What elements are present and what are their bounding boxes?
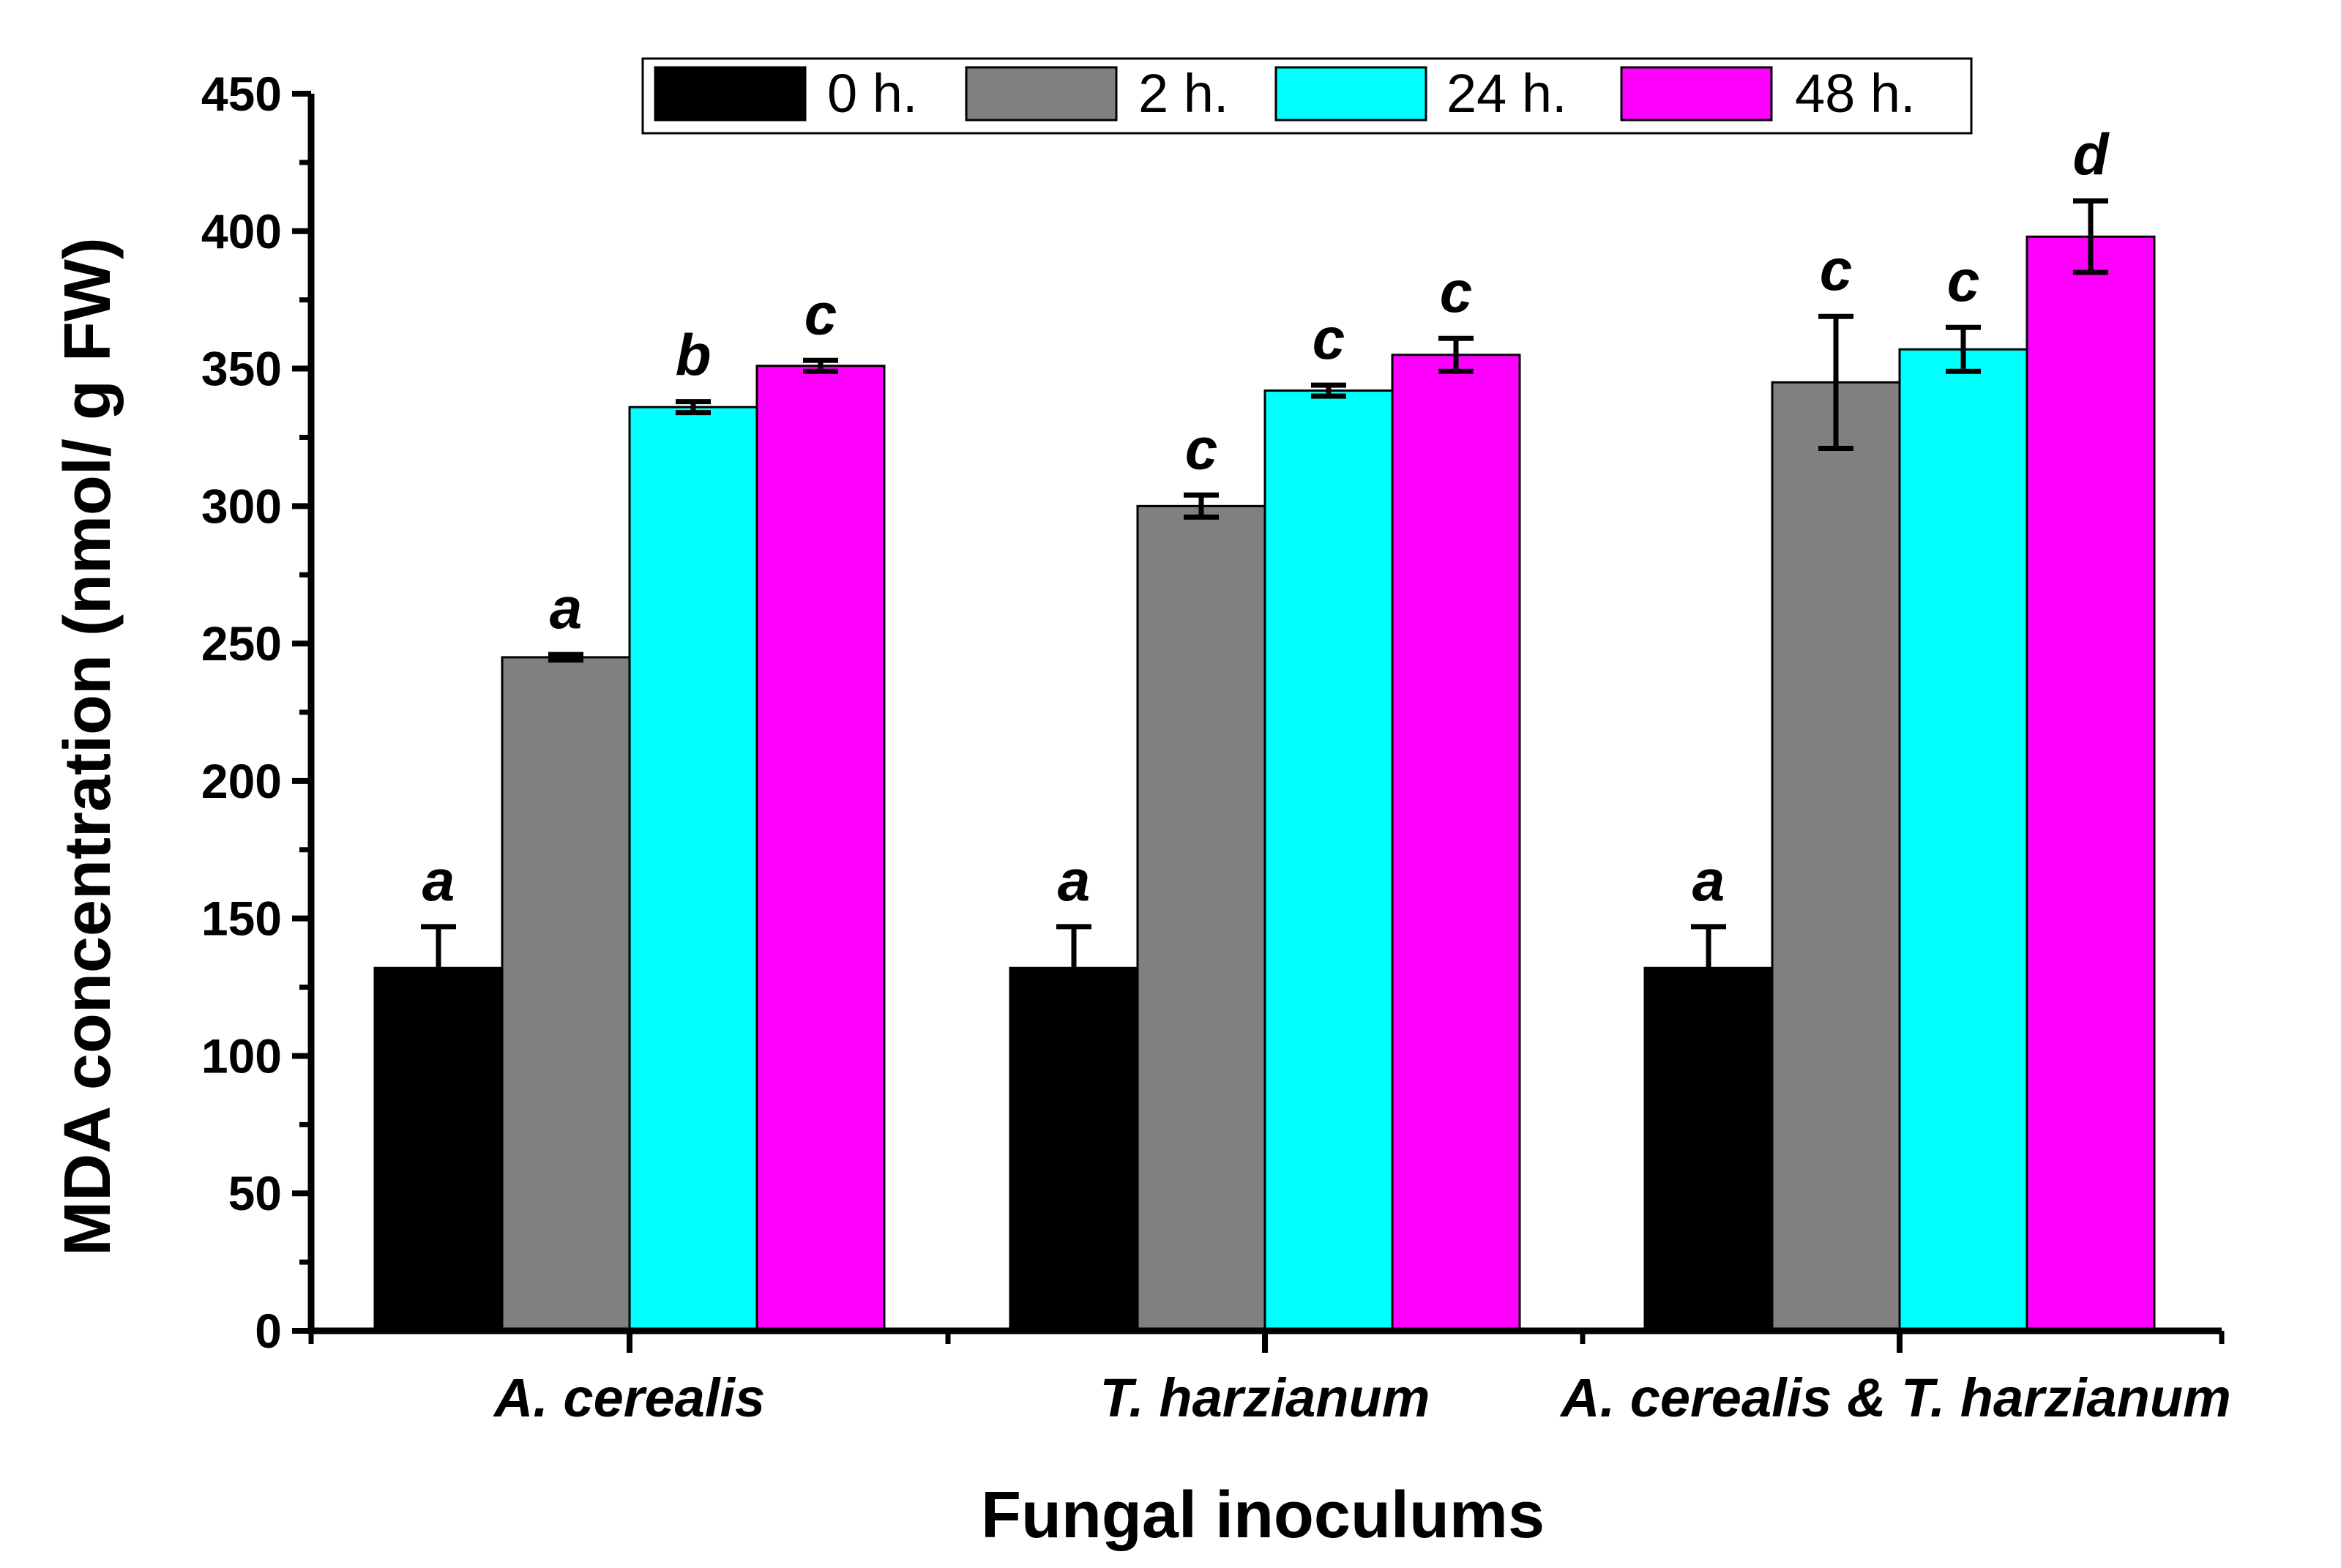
- bar-3-2: [1771, 381, 1901, 1332]
- y-tick-label-250: 250: [201, 616, 282, 671]
- significance-letter-2-2: c: [1185, 416, 1218, 481]
- bar-3-3: [1898, 348, 2028, 1332]
- significance-letter-3-4: d: [2073, 122, 2110, 187]
- error-bar-2-1: [1056, 924, 1091, 1012]
- legend-label-2: 2 h.: [1138, 63, 1228, 124]
- significance-letter-3-2: c: [1820, 237, 1853, 302]
- legend-swatch-3: [1274, 66, 1427, 122]
- significance-letter-1-1: a: [422, 848, 455, 913]
- significance-letter-1-2: a: [550, 575, 583, 641]
- y-tick-label-450: 450: [201, 67, 282, 121]
- error-bar-2-3: [1311, 382, 1346, 399]
- error-bar-1-2: [548, 652, 583, 663]
- x-category-label-2: T. harzianum: [1100, 1367, 1430, 1428]
- error-bar-2-2: [1184, 492, 1219, 520]
- y-tick-label-100: 100: [201, 1028, 282, 1083]
- significance-letter-3-1: a: [1692, 848, 1725, 913]
- significance-letter-1-4: c: [804, 281, 837, 346]
- significance-letter-2-1: a: [1058, 848, 1091, 913]
- error-bar-2-4: [1438, 335, 1474, 374]
- bar-3-1: [1643, 966, 1774, 1332]
- y-tick-label-400: 400: [201, 204, 282, 258]
- y-tick-label-350: 350: [201, 342, 282, 396]
- error-bar-3-2: [1818, 313, 1853, 451]
- legend-swatch-2: [965, 66, 1118, 122]
- error-bar-3-3: [1946, 324, 1981, 374]
- y-tick-label-300: 300: [201, 479, 282, 533]
- legend: 0 h. 2 h. 24 h. 48 h.: [641, 57, 1973, 135]
- legend-label-1: 0 h.: [827, 63, 917, 124]
- legend-swatch-4: [1620, 66, 1773, 122]
- bar-3-4: [2025, 235, 2156, 1332]
- y-tick-label-50: 50: [228, 1166, 282, 1220]
- bars-layer: [373, 235, 2156, 1332]
- x-axis-title: Fungal inoculums: [981, 1479, 1545, 1552]
- legend-label-4: 48 h.: [1795, 63, 1916, 124]
- axes-layer: 0 50 100 150 200 250 300 350 400 450 A. cerealis T.…: [201, 67, 2231, 1428]
- error-bars-layer: [421, 198, 2108, 1012]
- bar-2-1: [1009, 966, 1139, 1332]
- bar-1-4: [755, 365, 886, 1332]
- x-category-label-3: A. cerealis & T. harzianum: [1559, 1367, 2231, 1428]
- significance-letter-2-3: c: [1313, 306, 1345, 371]
- y-axis-title: MDA concentration (nmol/ g FW): [51, 237, 124, 1256]
- error-bar-3-1: [1691, 924, 1726, 1012]
- significance-letters-layer: a a b c a c c c a c c d: [422, 122, 2110, 912]
- y-tick-label-200: 200: [201, 754, 282, 808]
- bar-2-4: [1391, 354, 1521, 1332]
- y-tick-label-0: 0: [255, 1304, 282, 1358]
- bar-1-2: [501, 656, 631, 1332]
- x-category-label-1: A. cerealis: [493, 1367, 765, 1428]
- legend-label-3: 24 h.: [1446, 63, 1567, 124]
- bar-2-2: [1136, 504, 1266, 1332]
- bar-1-1: [373, 966, 504, 1332]
- error-bar-1-4: [803, 357, 838, 374]
- bar-2-3: [1263, 389, 1394, 1332]
- significance-letter-2-4: c: [1440, 259, 1473, 324]
- bar-1-3: [628, 406, 758, 1332]
- error-bar-3-4: [2073, 198, 2108, 275]
- significance-letter-3-3: c: [1947, 248, 1980, 313]
- significance-letter-1-3: b: [676, 323, 712, 388]
- error-bar-1-3: [676, 399, 711, 416]
- legend-swatch-1: [654, 66, 807, 122]
- y-tick-label-150: 150: [201, 892, 282, 946]
- error-bar-1-1: [421, 924, 456, 1012]
